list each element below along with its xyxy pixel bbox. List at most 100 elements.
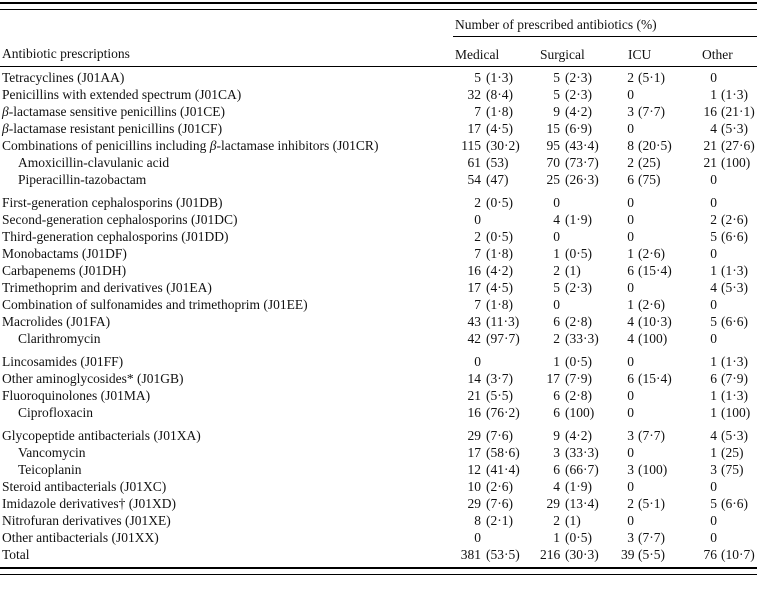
count-value: 54	[467, 172, 482, 187]
cell-surgical: 6 (100)	[540, 404, 621, 421]
count-value: 3	[553, 445, 560, 460]
percent-value: (1·9)	[565, 479, 592, 494]
table-row: β-lactamase resistant penicillins (J01CF…	[0, 120, 757, 137]
table-row: Macrolides (J01FA) 43 (11·3) 6 (2·8) 4 (10·3) 5…	[0, 313, 757, 330]
count-value: 0	[627, 195, 634, 210]
count-value: 6	[553, 462, 560, 477]
count-value: 43	[467, 314, 482, 329]
cell-icu: 0	[621, 512, 702, 529]
cell-other: 1 (100)	[702, 404, 757, 421]
percent-value: (11·3)	[486, 314, 520, 329]
cell-medical: 17 (58·6)	[453, 444, 540, 461]
percent-value: (4·2)	[565, 428, 592, 443]
cell-other: 4 (5·3)	[702, 279, 757, 296]
percent-value: (3·7)	[486, 371, 513, 386]
table-row: Fluoroquinolones (J01MA) 21 (5·5) 6 (2·8) 0 1 (…	[0, 387, 757, 404]
cell-other: 0	[702, 478, 757, 495]
cell-medical: 0	[453, 529, 540, 546]
percent-value: (66·7)	[565, 462, 599, 477]
count-value: 0	[627, 405, 634, 420]
count-value: 0	[710, 331, 717, 346]
cell-medical: 21 (5·5)	[453, 387, 540, 404]
cell-surgical: 5 (2·3)	[540, 86, 621, 103]
count-value: 12	[467, 462, 482, 477]
count-value: 6	[553, 388, 560, 403]
count-value: 4	[627, 331, 634, 346]
percent-value: (41·4)	[486, 462, 520, 477]
percent-value: (20·5)	[638, 138, 672, 153]
percent-value: (1)	[565, 513, 581, 528]
cell-icu: 1 (2·6)	[621, 296, 702, 313]
count-value: 2	[553, 331, 560, 346]
percent-value: (6·6)	[721, 229, 748, 244]
percent-value: (13·4)	[565, 496, 599, 511]
row-label: Penicillins with extended spectrum (J01C…	[2, 87, 242, 102]
row-label: Lincosamides (J01FF)	[2, 354, 124, 369]
row-label: Other antibacterials (J01XX)	[2, 530, 159, 545]
count-value: 4	[553, 212, 560, 227]
count-value: 3	[627, 104, 634, 119]
percent-value: (53·5)	[486, 547, 520, 562]
count-value: 6	[627, 172, 634, 187]
table-row: Penicillins with extended spectrum (J01C…	[0, 86, 757, 103]
percent-value: (100)	[721, 405, 751, 420]
cell-surgical: 4 (1·9)	[540, 211, 621, 228]
cell-other: 0	[702, 330, 757, 347]
count-value: 0	[553, 229, 560, 244]
cell-medical: 14 (3·7)	[453, 370, 540, 387]
count-value: 1	[710, 445, 717, 460]
percent-value: (0·5)	[565, 354, 592, 369]
count-value: 6	[553, 405, 560, 420]
count-value: 0	[474, 212, 481, 227]
count-value: 4	[627, 314, 634, 329]
count-value: 0	[710, 195, 717, 210]
count-value: 5	[553, 87, 560, 102]
count-value: 61	[467, 155, 482, 170]
percent-value: (1·3)	[721, 388, 748, 403]
cell-other: 6 (7·9)	[702, 370, 757, 387]
cell-other: 1 (1·3)	[702, 387, 757, 404]
count-value: 6	[553, 314, 560, 329]
cell-other: 21 (100)	[702, 154, 757, 171]
count-value: 21	[467, 388, 482, 403]
row-label: Vancomycin	[18, 445, 86, 460]
cell-other: 4 (5·3)	[702, 427, 757, 444]
cell-other: 0	[702, 296, 757, 313]
count-value: 381	[460, 547, 481, 562]
count-value: 6	[627, 263, 634, 278]
count-value: 5	[474, 70, 481, 85]
count-value: 95	[546, 138, 561, 153]
col-header-other: Other	[702, 47, 733, 62]
percent-value: (8·4)	[486, 87, 513, 102]
cell-icu: 0	[621, 404, 702, 421]
percent-value: (1)	[565, 263, 581, 278]
top-rule	[0, 2, 757, 10]
percent-value: (0·5)	[565, 530, 592, 545]
percent-value: (2·8)	[565, 314, 592, 329]
percent-value: (100)	[565, 405, 595, 420]
row-label: Total	[2, 547, 30, 562]
cell-icu: 0	[621, 211, 702, 228]
cell-medical: 43 (11·3)	[453, 313, 540, 330]
cell-surgical: 5 (2·3)	[540, 69, 621, 86]
column-group-header: Number of prescribed antibiotics (%) Med…	[453, 10, 757, 66]
count-value: 9	[553, 428, 560, 443]
count-value: 2	[627, 155, 634, 170]
count-value: 16	[703, 104, 718, 119]
cell-medical: 16 (76·2)	[453, 404, 540, 421]
count-value: 0	[710, 246, 717, 261]
table-row: Monobactams (J01DF) 7 (1·8) 1 (0·5) 1 (2·6) 0	[0, 245, 757, 262]
table-row: Combination of sulfonamides and trimetho…	[0, 296, 757, 313]
cell-surgical: 2 (1)	[540, 262, 621, 279]
count-value: 216	[540, 547, 561, 562]
count-value: 0	[710, 297, 717, 312]
count-value: 17	[467, 121, 482, 136]
cell-medical: 0	[453, 211, 540, 228]
table-row: Lincosamides (J01FF) 0 1 (0·5) 0 1 (1·3)	[0, 353, 757, 370]
count-value: 2	[627, 496, 634, 511]
row-label: Ciprofloxacin	[18, 405, 93, 420]
count-value: 0	[627, 87, 634, 102]
count-value: 0	[627, 121, 634, 136]
percent-value: (10·7)	[721, 547, 755, 562]
column-labels-row: Medical Surgical ICU Other	[453, 37, 757, 66]
